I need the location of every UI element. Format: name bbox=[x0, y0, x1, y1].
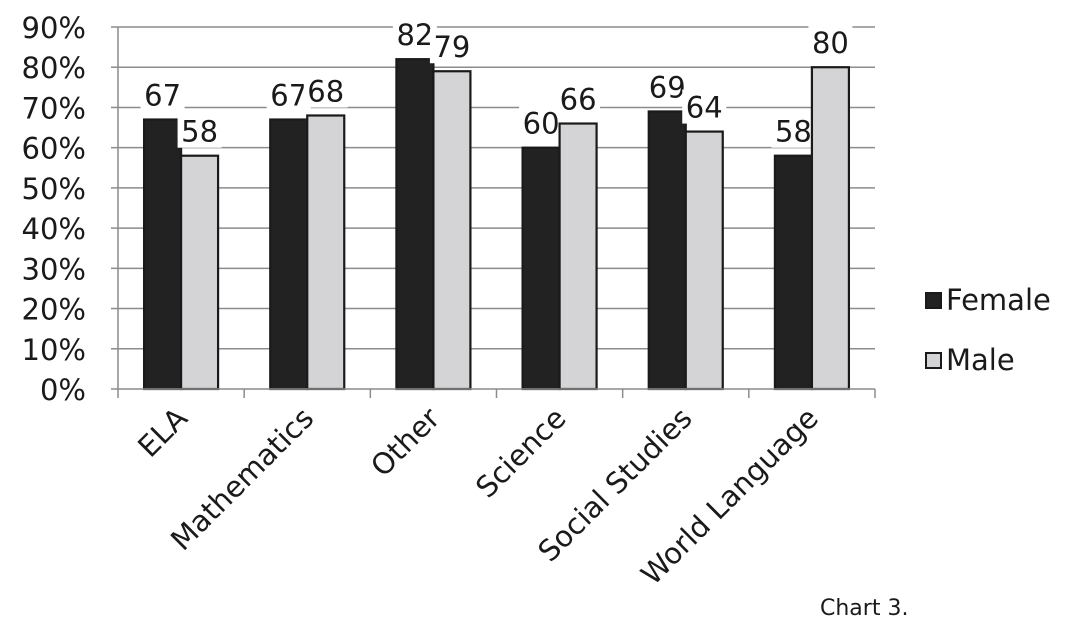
value-label-female-ela: 67 bbox=[144, 79, 181, 113]
value-label-bg-male-mathematics bbox=[303, 73, 348, 108]
value-label-bg-female-world-language bbox=[771, 113, 816, 148]
legend-swatch-female bbox=[925, 291, 942, 309]
value-label-bg-female-social-studies bbox=[645, 69, 690, 104]
value-label-bg-female-mathematics bbox=[266, 77, 311, 112]
value-label-female-social-studies: 69 bbox=[649, 70, 686, 104]
y-tick-label-6: 60% bbox=[22, 132, 86, 166]
x-tick-label-science: Science bbox=[469, 401, 573, 505]
value-label-male-world-language: 80 bbox=[812, 26, 849, 60]
bar-female-mathematics bbox=[269, 118, 309, 391]
value-label-bg-female-other bbox=[392, 17, 437, 52]
legend-item-male: Male bbox=[925, 342, 1051, 378]
bar-female-world-language bbox=[773, 154, 814, 391]
y-tick-label-2: 20% bbox=[22, 293, 86, 327]
x-tick-label-other: Other bbox=[364, 401, 446, 483]
bar-female-other bbox=[395, 58, 435, 391]
value-label-bg-female-science bbox=[519, 105, 564, 140]
value-label-bg-male-social-studies bbox=[682, 89, 727, 124]
y-tick-label-0: 0% bbox=[40, 373, 86, 407]
x-tick-label-ela: ELA bbox=[131, 401, 194, 464]
value-label-male-ela: 58 bbox=[181, 115, 218, 149]
value-label-bg-male-science bbox=[556, 81, 601, 116]
bar-male-world-language bbox=[810, 66, 851, 391]
bar-male-social-studies bbox=[684, 130, 724, 391]
bar-female-science bbox=[521, 146, 561, 391]
value-label-female-other: 82 bbox=[396, 18, 433, 52]
value-label-male-mathematics: 68 bbox=[307, 74, 344, 108]
value-label-bg-female-ela bbox=[140, 77, 185, 112]
bar-female-social-studies bbox=[647, 110, 687, 391]
value-label-male-other: 79 bbox=[433, 30, 470, 64]
bar-male-ela bbox=[179, 154, 220, 391]
y-tick-label-9: 90% bbox=[22, 11, 86, 45]
legend-item-female: Female bbox=[925, 282, 1051, 318]
y-tick-label-5: 50% bbox=[22, 172, 86, 206]
bar-male-mathematics bbox=[306, 114, 346, 391]
legend-label-female: Female bbox=[946, 283, 1051, 317]
y-tick-label-7: 70% bbox=[22, 91, 86, 125]
bar-female-ela bbox=[142, 118, 183, 391]
value-label-male-science: 66 bbox=[560, 83, 597, 117]
legend: Female Male bbox=[925, 282, 1051, 402]
value-label-bg-male-ela bbox=[177, 113, 222, 148]
value-label-bg-male-world-language bbox=[808, 25, 853, 60]
value-label-male-social-studies: 64 bbox=[686, 91, 723, 125]
value-label-female-science: 60 bbox=[523, 107, 560, 141]
legend-swatch-male bbox=[925, 351, 942, 369]
bar-male-other bbox=[432, 70, 472, 391]
y-tick-label-1: 10% bbox=[22, 333, 86, 367]
value-label-bg-male-other bbox=[429, 29, 474, 64]
chart-caption: Chart 3. bbox=[820, 596, 909, 621]
bar-male-science bbox=[558, 122, 598, 391]
y-tick-label-3: 30% bbox=[22, 252, 86, 286]
legend-label-male: Male bbox=[946, 343, 1015, 377]
y-tick-label-8: 80% bbox=[22, 51, 86, 85]
value-label-female-mathematics: 67 bbox=[270, 79, 307, 113]
y-tick-label-4: 40% bbox=[22, 212, 86, 246]
value-label-female-world-language: 58 bbox=[775, 115, 812, 149]
